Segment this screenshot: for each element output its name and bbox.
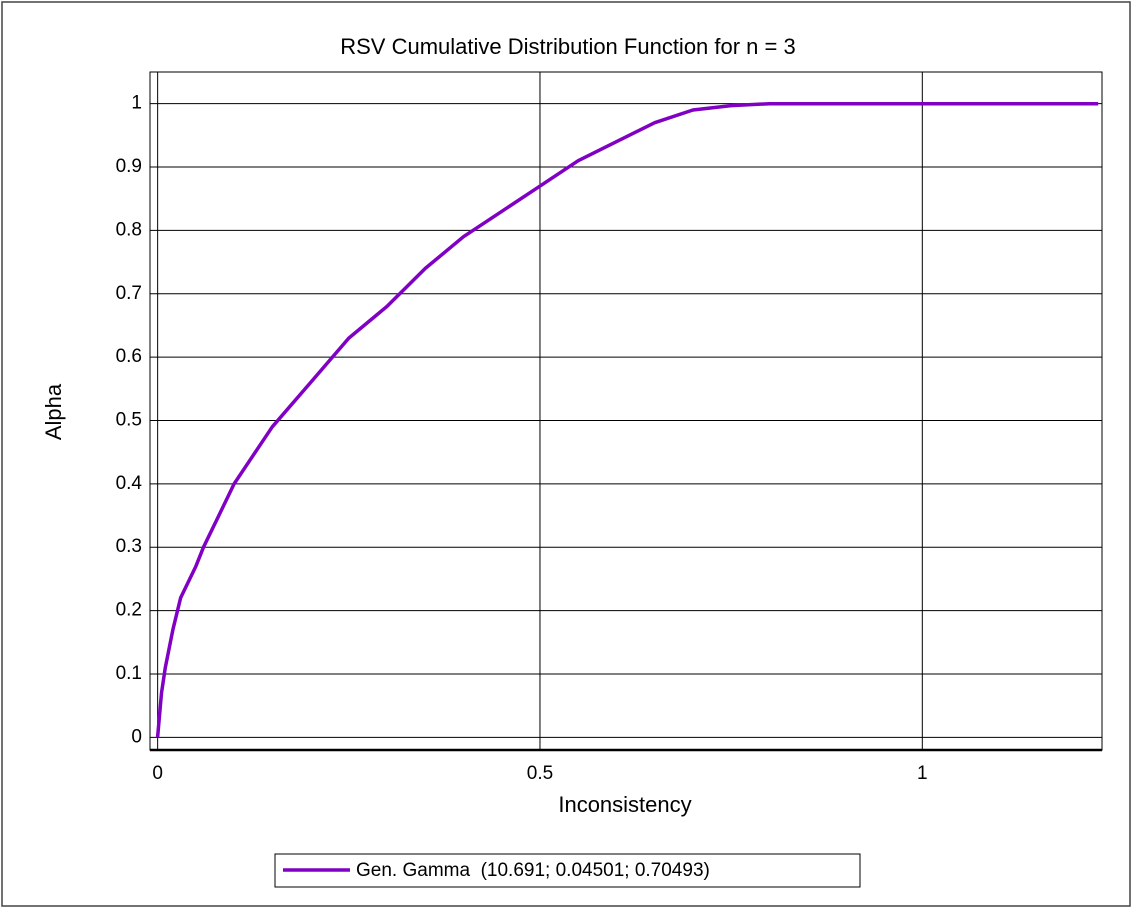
y-tick-label: 0.4 (116, 473, 143, 494)
x-tick-label: 1 (917, 763, 928, 784)
series-line (155, 101, 1099, 738)
y-tick-label: 1 (131, 93, 142, 114)
legend-label: Gen. Gamma (10.691; 0.04501; 0.70493) (356, 860, 710, 881)
x-axis-label: Inconsistency (558, 792, 691, 817)
y-tick-label: 0.5 (116, 410, 142, 431)
legend-box (274, 853, 861, 888)
y-tick-label: 0.1 (116, 663, 142, 684)
y-tick-label: 0 (131, 726, 142, 747)
y-tick-label: 0.3 (116, 536, 142, 557)
x-tick-label: 0.5 (527, 763, 553, 784)
x-tick-label: 0 (152, 763, 163, 784)
y-tick-label: 0.6 (116, 346, 142, 367)
y-tick-label: 0.9 (116, 156, 142, 177)
y-tick-label: 0.2 (116, 600, 142, 621)
y-tick-label: 0.7 (116, 283, 142, 304)
y-tick-label: 0.8 (116, 219, 142, 240)
y-axis-label: Alpha (41, 383, 66, 440)
chart-title: RSV Cumulative Distribution Function for… (340, 34, 795, 59)
